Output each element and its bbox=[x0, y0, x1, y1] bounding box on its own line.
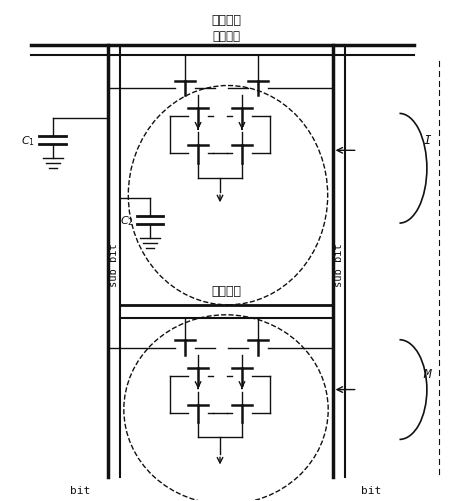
Text: 局部字段: 局部字段 bbox=[212, 30, 239, 43]
Text: M: M bbox=[423, 368, 430, 381]
Text: sub bit: sub bit bbox=[109, 243, 119, 287]
Text: sub bit: sub bit bbox=[333, 243, 343, 287]
Text: 局部字线: 局部字线 bbox=[211, 286, 240, 299]
Text: bit: bit bbox=[361, 486, 381, 496]
Text: I: I bbox=[423, 134, 430, 147]
Text: bit: bit bbox=[70, 486, 90, 496]
Text: $C_1$: $C_1$ bbox=[21, 134, 35, 148]
Text: 全都字线: 全都字线 bbox=[211, 14, 240, 27]
Text: $C_2$: $C_2$ bbox=[120, 214, 134, 228]
